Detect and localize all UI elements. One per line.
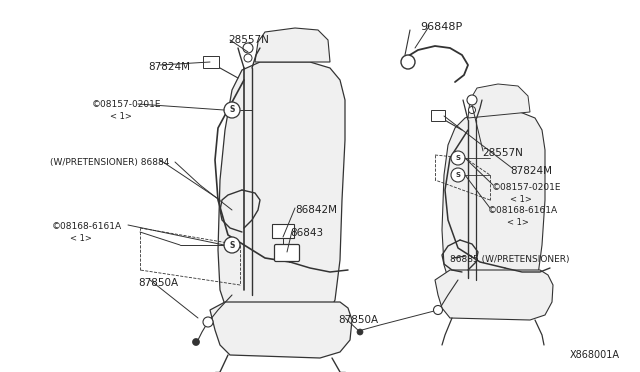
Text: ©08168-6161A: ©08168-6161A [488, 206, 558, 215]
Circle shape [224, 102, 240, 118]
Polygon shape [218, 62, 345, 318]
Circle shape [357, 329, 363, 335]
Text: S: S [456, 155, 461, 161]
Text: 87824M: 87824M [148, 62, 190, 72]
Text: 86885 (W/PRETENSIONER): 86885 (W/PRETENSIONER) [450, 255, 570, 264]
Text: < 1>: < 1> [110, 112, 132, 121]
Text: S: S [229, 106, 235, 115]
Text: X868001A: X868001A [570, 350, 620, 360]
Text: ©08157-0201E: ©08157-0201E [92, 100, 161, 109]
Text: S: S [456, 172, 461, 178]
FancyBboxPatch shape [203, 56, 219, 68]
Text: 87850A: 87850A [338, 315, 378, 325]
Text: (W/PRETENSIONER) 86884: (W/PRETENSIONER) 86884 [50, 158, 170, 167]
Text: 86843: 86843 [290, 228, 323, 238]
Circle shape [451, 151, 465, 165]
Circle shape [193, 339, 200, 346]
Circle shape [243, 43, 253, 53]
Polygon shape [255, 28, 330, 62]
Text: ©08168-6161A: ©08168-6161A [52, 222, 122, 231]
Circle shape [401, 55, 415, 69]
Text: 87824M: 87824M [510, 166, 552, 176]
Polygon shape [210, 302, 352, 358]
Text: < 1>: < 1> [70, 234, 92, 243]
Circle shape [451, 168, 465, 182]
FancyBboxPatch shape [272, 224, 294, 238]
Text: 86842M: 86842M [295, 205, 337, 215]
Text: 87850A: 87850A [138, 278, 178, 288]
Text: < 1>: < 1> [507, 218, 529, 227]
Circle shape [468, 106, 476, 113]
Text: < 1>: < 1> [510, 195, 532, 204]
Text: ©08157-0201E: ©08157-0201E [492, 183, 561, 192]
Polygon shape [442, 112, 545, 290]
Text: S: S [229, 241, 235, 250]
Text: 96848P: 96848P [420, 22, 462, 32]
Polygon shape [468, 84, 530, 118]
Circle shape [203, 317, 213, 327]
Text: 28557N: 28557N [482, 148, 523, 158]
Text: 28557N: 28557N [228, 35, 269, 45]
Circle shape [244, 54, 252, 62]
Circle shape [467, 95, 477, 105]
Polygon shape [435, 270, 553, 320]
FancyBboxPatch shape [275, 244, 300, 262]
Circle shape [224, 237, 240, 253]
Circle shape [433, 305, 442, 314]
FancyBboxPatch shape [431, 110, 445, 121]
